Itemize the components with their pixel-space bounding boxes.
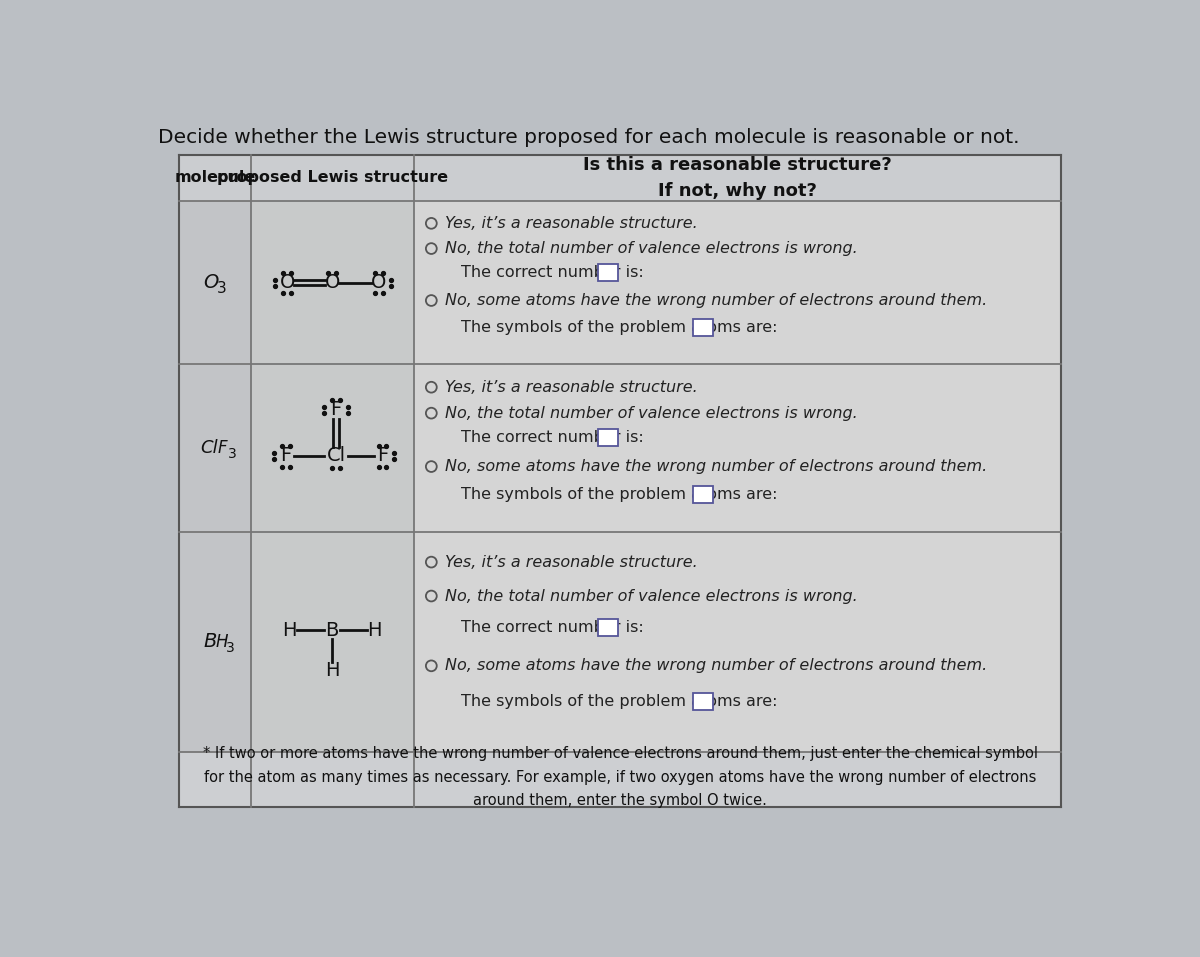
Text: B: B — [204, 633, 217, 652]
Text: 3: 3 — [227, 641, 235, 655]
Text: The correct number is:: The correct number is: — [461, 265, 643, 279]
Text: H: H — [282, 621, 296, 640]
Text: No, some atoms have the wrong number of electrons around them.: No, some atoms have the wrong number of … — [445, 658, 988, 674]
Text: Cl: Cl — [326, 447, 346, 465]
Text: F: F — [330, 400, 342, 419]
Text: Yes, it’s a reasonable structure.: Yes, it’s a reasonable structure. — [445, 555, 698, 569]
Text: B: B — [325, 621, 338, 640]
Text: Yes, it’s a reasonable structure.: Yes, it’s a reasonable structure. — [445, 216, 698, 231]
FancyBboxPatch shape — [251, 201, 414, 365]
Text: Yes, it’s a reasonable structure.: Yes, it’s a reasonable structure. — [445, 380, 698, 394]
Text: O: O — [280, 273, 295, 292]
Text: H: H — [215, 633, 228, 651]
Text: H: H — [367, 621, 382, 640]
Text: proposed Lewis structure: proposed Lewis structure — [216, 170, 448, 186]
FancyBboxPatch shape — [692, 319, 713, 336]
FancyBboxPatch shape — [598, 264, 618, 280]
Text: Cl: Cl — [200, 439, 217, 457]
FancyBboxPatch shape — [692, 693, 713, 710]
Text: 3: 3 — [216, 281, 226, 297]
Text: Is this a reasonable structure?
If not, why not?: Is this a reasonable structure? If not, … — [583, 156, 892, 200]
FancyBboxPatch shape — [414, 365, 1061, 532]
Text: The correct number is:: The correct number is: — [461, 430, 643, 445]
Text: O: O — [371, 273, 386, 292]
FancyBboxPatch shape — [180, 751, 1061, 807]
FancyBboxPatch shape — [180, 155, 1061, 807]
Text: F: F — [218, 439, 228, 457]
Text: The symbols of the problem atoms are:: The symbols of the problem atoms are: — [461, 694, 778, 709]
FancyBboxPatch shape — [692, 485, 713, 502]
Text: F: F — [377, 447, 388, 465]
FancyBboxPatch shape — [180, 155, 1061, 201]
Text: O: O — [324, 273, 340, 292]
Text: The symbols of the problem atoms are:: The symbols of the problem atoms are: — [461, 486, 778, 501]
Text: * If two or more atoms have the wrong number of valence electrons around them, j: * If two or more atoms have the wrong nu… — [203, 746, 1038, 808]
Text: No, some atoms have the wrong number of electrons around them.: No, some atoms have the wrong number of … — [445, 293, 988, 308]
FancyBboxPatch shape — [251, 365, 414, 532]
Text: O: O — [203, 273, 218, 292]
FancyBboxPatch shape — [251, 532, 414, 751]
Text: No, the total number of valence electrons is wrong.: No, the total number of valence electron… — [445, 241, 858, 256]
FancyBboxPatch shape — [598, 429, 618, 446]
FancyBboxPatch shape — [180, 201, 251, 365]
Text: The correct number is:: The correct number is: — [461, 620, 643, 635]
FancyBboxPatch shape — [414, 201, 1061, 365]
FancyBboxPatch shape — [598, 619, 618, 636]
Text: H: H — [325, 661, 340, 679]
Text: No, the total number of valence electrons is wrong.: No, the total number of valence electron… — [445, 406, 858, 421]
Text: No, some atoms have the wrong number of electrons around them.: No, some atoms have the wrong number of … — [445, 459, 988, 474]
Text: molecule: molecule — [174, 170, 256, 186]
Text: F: F — [280, 447, 292, 465]
Text: 3: 3 — [228, 448, 236, 461]
FancyBboxPatch shape — [180, 532, 251, 751]
Text: Decide whether the Lewis structure proposed for each molecule is reasonable or n: Decide whether the Lewis structure propo… — [157, 128, 1019, 147]
Text: No, the total number of valence electrons is wrong.: No, the total number of valence electron… — [445, 589, 858, 604]
Text: The symbols of the problem atoms are:: The symbols of the problem atoms are: — [461, 320, 778, 335]
FancyBboxPatch shape — [180, 365, 251, 532]
FancyBboxPatch shape — [414, 532, 1061, 751]
